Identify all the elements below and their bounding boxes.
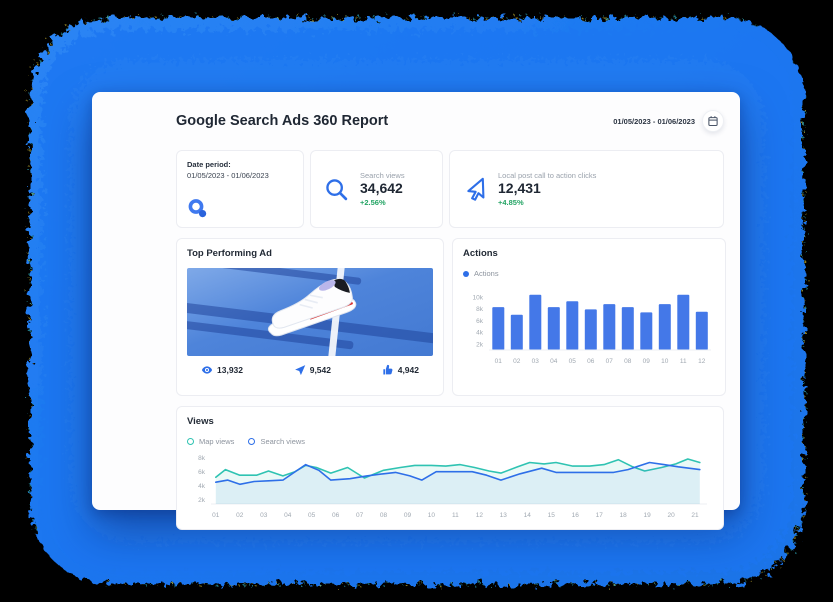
svg-text:2k: 2k <box>198 497 206 504</box>
svg-text:18: 18 <box>619 512 627 519</box>
search-views-value: 34,642 <box>360 180 403 197</box>
svg-text:05: 05 <box>569 358 577 365</box>
ad-likes-value: 4,942 <box>397 365 419 375</box>
svg-text:4k: 4k <box>476 330 484 337</box>
svg-text:13: 13 <box>500 512 508 519</box>
views-line-chart: 2k 4k 6k 8k 01 02 03 04 05 06 07 08 09 10 11 12 13 14 15 16… <box>198 455 707 519</box>
svg-text:09: 09 <box>643 358 651 365</box>
svg-text:02: 02 <box>513 358 521 365</box>
local-post-value: 12,431 <box>498 180 541 197</box>
legend-ring-blue-icon <box>248 438 256 445</box>
ad-stats-row: 13,932 9,542 4,942 <box>187 364 433 376</box>
ad-image-sneaker[interactable] <box>187 268 433 356</box>
svg-text:06: 06 <box>587 358 595 365</box>
ad-clicks-value: 9,542 <box>309 365 331 375</box>
svg-text:12: 12 <box>476 512 484 519</box>
svg-text:2k: 2k <box>476 341 484 348</box>
eye-icon <box>201 366 213 374</box>
date-period-card: Date period: 01/05/2023 - 01/06/2023 <box>176 150 304 228</box>
svg-text:8k: 8k <box>476 306 484 313</box>
svg-text:10: 10 <box>661 358 669 365</box>
legend-ring-teal-icon <box>187 438 194 445</box>
thumb-up-icon <box>383 364 393 375</box>
report-card: Google Search Ads 360 Report 01/05/2023 … <box>92 92 740 530</box>
svg-text:03: 03 <box>260 512 268 519</box>
ad-views-stat: 13,932 <box>201 364 243 376</box>
svg-text:10: 10 <box>428 512 436 519</box>
local-post-delta: +4.85% <box>498 197 524 207</box>
search-icon <box>326 178 348 200</box>
svg-text:01: 01 <box>495 358 503 365</box>
svg-text:07: 07 <box>356 512 364 519</box>
ad-likes-stat: 4,942 <box>382 364 419 376</box>
page-title: Google Search Ads 360 Report <box>176 113 389 129</box>
local-post-label: Local post call to action clicks <box>498 170 597 180</box>
report-header: Google Search Ads 360 Report 01/05/2023 … <box>176 106 724 136</box>
calendar-icon <box>708 116 718 127</box>
svg-text:03: 03 <box>532 358 540 365</box>
summary-cards-row: Date period: 01/05/2023 - 01/06/2023 Sea… <box>176 150 724 228</box>
svg-text:05: 05 <box>308 512 316 519</box>
svg-text:15: 15 <box>548 512 556 519</box>
ad-clicks-stat: 9,542 <box>294 364 331 376</box>
date-period-label: Date period: <box>187 160 231 169</box>
svg-text:6k: 6k <box>476 318 484 325</box>
views-chart-card: Views Map views Search views 2k 4k 6k 8k 01 0… <box>176 406 724 530</box>
legend-item-map-views[interactable]: Map views <box>187 437 234 446</box>
svg-text:08: 08 <box>624 358 632 365</box>
svg-text:21: 21 <box>691 512 699 519</box>
views-title: Views <box>187 416 214 427</box>
svg-text:02: 02 <box>236 512 244 519</box>
svg-text:17: 17 <box>596 512 604 519</box>
magnifier-logo-icon <box>188 199 207 218</box>
legend-item-search-views[interactable]: Search views <box>248 437 305 446</box>
cursor-arrow-icon <box>467 177 485 201</box>
actions-title: Actions <box>463 248 498 259</box>
svg-text:01: 01 <box>212 512 220 519</box>
ad-views-value: 13,932 <box>217 365 243 375</box>
legend-item-actions[interactable]: Actions <box>463 269 499 278</box>
header-date-range[interactable]: 01/05/2023 - 01/06/2023 <box>613 116 695 126</box>
svg-text:16: 16 <box>572 512 580 519</box>
svg-text:12: 12 <box>698 358 706 365</box>
svg-text:04: 04 <box>284 512 292 519</box>
local-post-clicks-card: Local post call to action clicks 12,431 … <box>449 150 724 228</box>
calendar-button[interactable] <box>702 110 724 132</box>
date-period-value: 01/05/2023 - 01/06/2023 <box>187 171 269 180</box>
svg-text:14: 14 <box>524 512 532 519</box>
actions-bar-chart: 2k 4k 6k 8k 10k 01 02 03 04 05 06 07 08 09 10 11 12 <box>473 294 711 365</box>
svg-text:11: 11 <box>680 358 687 365</box>
middle-row: Top Performing Ad <box>176 238 726 396</box>
top-ad-title: Top Performing Ad <box>187 248 272 259</box>
actions-chart-card: Actions Actions 2k 4k 6k 8k 10k 01 02 03 04 05 06 0… <box>452 238 726 396</box>
svg-text:04: 04 <box>550 358 558 365</box>
search-views-label: Search views <box>360 170 405 180</box>
search-views-delta: +2.56% <box>360 197 386 207</box>
svg-text:07: 07 <box>606 358 614 365</box>
svg-text:08: 08 <box>380 512 388 519</box>
top-performing-ad-card: Top Performing Ad <box>176 238 444 396</box>
views-legend: Map views Search views <box>187 437 713 446</box>
trend-arrow-icon <box>294 365 305 376</box>
svg-text:4k: 4k <box>198 483 206 490</box>
svg-text:19: 19 <box>643 512 651 519</box>
svg-text:06: 06 <box>332 512 340 519</box>
svg-text:11: 11 <box>452 512 459 519</box>
svg-text:6k: 6k <box>198 469 206 476</box>
svg-text:09: 09 <box>404 512 412 519</box>
search-views-card: Search views 34,642 +2.56% <box>310 150 443 228</box>
svg-text:10k: 10k <box>473 294 484 301</box>
svg-text:20: 20 <box>667 512 675 519</box>
legend-dot-icon <box>463 270 469 277</box>
actions-legend: Actions <box>463 269 715 278</box>
svg-text:8k: 8k <box>198 455 206 462</box>
